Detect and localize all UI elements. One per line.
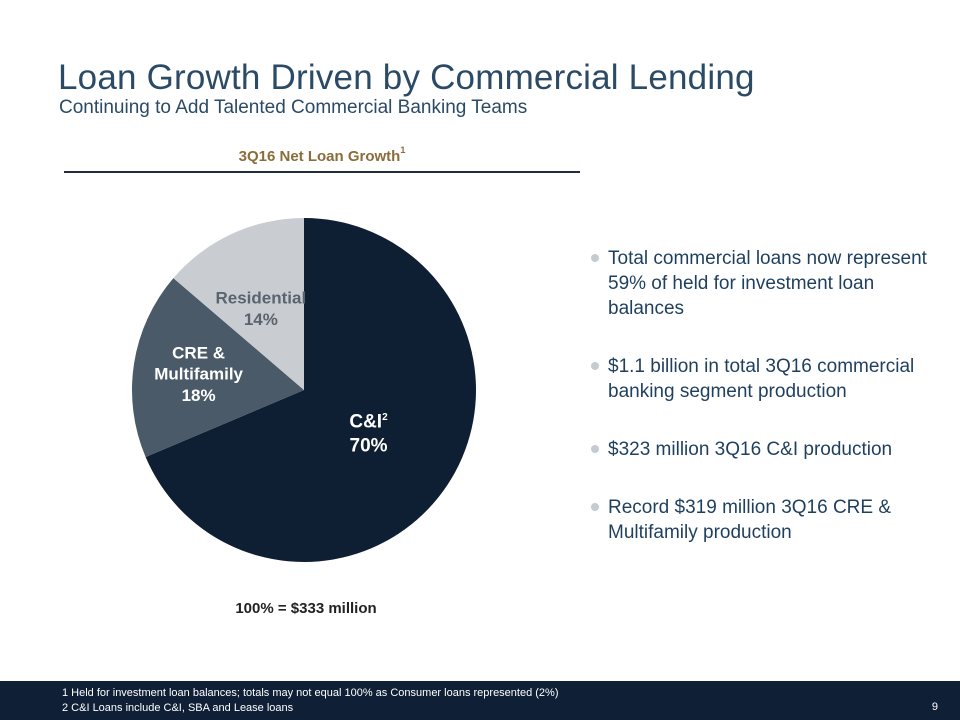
pie-label-cre-multifamily: CRE & Multifamily 18%	[154, 343, 243, 405]
pie-label-name: C&I2	[349, 412, 388, 433]
chart-total-label: 100% = $333 million	[235, 600, 377, 617]
bullet-item: $1.1 billion in total 3Q16 commercial ba…	[590, 354, 945, 404]
bullet-text: Record $319 million 3Q16 CRE & Multifami…	[608, 497, 892, 543]
footnote-2: 2 C&I Loans include C&I, SBA and Lease l…	[62, 702, 294, 714]
bullet-item: Record $319 million 3Q16 CRE & Multifami…	[590, 495, 945, 545]
bullet-item: $323 million 3Q16 C&I production	[590, 437, 945, 462]
bullet-text: $323 million 3Q16 C&I production	[608, 439, 893, 460]
bullet-icon	[591, 445, 599, 453]
footnotes: 1 Held for investment loan balances; tot…	[62, 686, 559, 716]
pie-slice-residential	[173, 218, 304, 390]
footer-bar: 1 Held for investment loan balances; tot…	[0, 681, 960, 720]
page-number: 9	[931, 701, 938, 713]
chart-title-divider	[64, 171, 580, 173]
bullet-text: $1.1 billion in total 3Q16 commercial ba…	[608, 356, 915, 402]
chart-title: 3Q16 Net Loan Growth1	[64, 145, 580, 165]
pie-label-residential: Residential 14%	[216, 289, 307, 329]
pie-label-value: 14%	[244, 310, 278, 329]
footnote-1: 1 Held for investment loan balances; tot…	[62, 687, 559, 699]
pie-label-value: 70%	[350, 435, 388, 456]
bullet-icon	[591, 254, 599, 262]
slide-subtitle: Continuing to Add Talented Commercial Ba…	[59, 97, 528, 118]
bullet-icon	[591, 362, 599, 370]
pie-chart: C&I2 70% CRE & Multifamily 18% Residential 14%	[132, 218, 476, 562]
pie-slice-cre-multifamily	[132, 278, 304, 458]
bullet-icon	[591, 503, 599, 511]
pie-label-c-i: C&I2 70%	[349, 412, 388, 457]
pie-label-name: Residential	[216, 289, 307, 308]
pie-label-value: 18%	[182, 386, 216, 405]
pie-label-footnote-marker: 2	[382, 412, 388, 423]
bullet-text: Total commercial loans now represent 59%…	[608, 248, 927, 319]
slide-title: Loan Growth Driven by Commercial Lending	[58, 58, 755, 97]
pie-label-name: CRE &	[172, 343, 225, 362]
bullet-item: Total commercial loans now represent 59%…	[590, 246, 945, 321]
chart-title-footnote-marker: 1	[400, 145, 406, 155]
pie-label-name: Multifamily	[154, 365, 243, 384]
chart-title-text: 3Q16 Net Loan Growth	[238, 148, 401, 165]
pie-slice-c-i	[145, 218, 476, 562]
bullet-list: Total commercial loans now represent 59%…	[590, 246, 945, 545]
